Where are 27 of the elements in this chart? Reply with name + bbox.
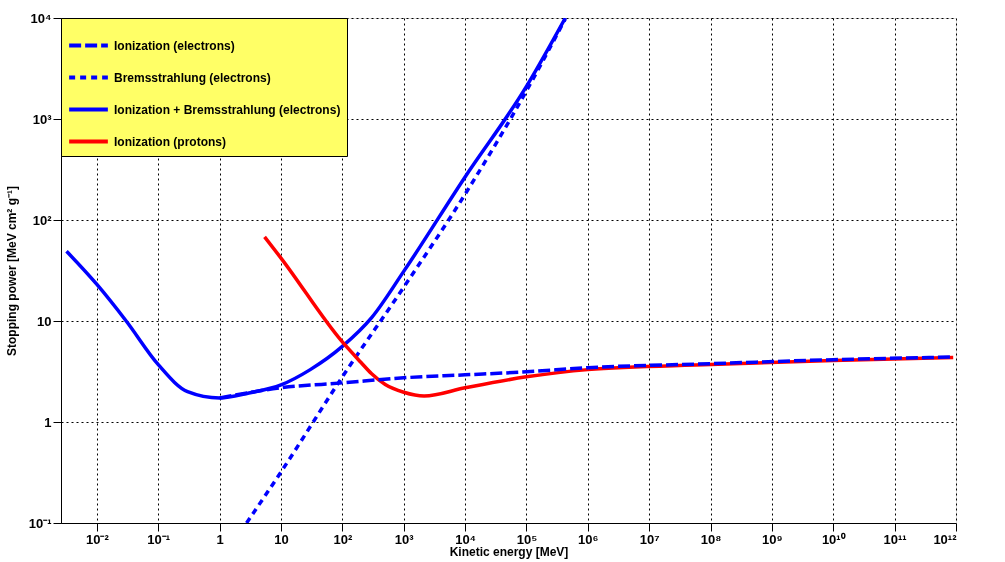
x-tick-label: 10¹⁰ bbox=[821, 531, 846, 547]
y-tick-label: 10⁴ bbox=[30, 10, 52, 26]
x-tick-label: 10⁻¹ bbox=[147, 531, 171, 547]
x-tick-label: 10⁷ bbox=[639, 531, 660, 547]
x-tick-label: 10⁸ bbox=[700, 531, 722, 547]
legend-label: Bremsstrahlung (electrons) bbox=[114, 70, 271, 85]
legend-label: Ionization (electrons) bbox=[114, 38, 235, 53]
x-tick-label: 1 bbox=[216, 531, 224, 547]
y-axis-title: Stopping power [MeV cm² g⁻¹] bbox=[4, 186, 19, 356]
x-tick-label: 10⁴ bbox=[455, 531, 477, 547]
x-tick-label: 10⁹ bbox=[762, 531, 783, 547]
y-tick-label: 10⁻¹ bbox=[28, 515, 52, 531]
y-tick-label: 10 bbox=[37, 313, 52, 329]
x-axis-title: Kinetic energy [MeV] bbox=[449, 544, 569, 559]
x-tick-label: 10² bbox=[333, 531, 353, 547]
y-tick-label: 10³ bbox=[32, 111, 53, 127]
x-tick-label: 10³ bbox=[394, 531, 415, 547]
x-tick-label: 10⁵ bbox=[516, 531, 538, 547]
x-tick-label: 10⁶ bbox=[578, 531, 599, 547]
x-tick-label: 10¹¹ bbox=[883, 531, 907, 547]
y-tick-label: 10² bbox=[32, 212, 53, 228]
x-tick-label: 10 bbox=[274, 531, 289, 547]
x-tick-label: 10⁻² bbox=[86, 531, 110, 547]
x-tick-label: 10¹² bbox=[933, 531, 958, 547]
legend-label: Ionization + Bremsstrahlung (electrons) bbox=[114, 102, 341, 117]
y-tick-label: 1 bbox=[44, 414, 52, 430]
legend-label: Ionization (protons) bbox=[114, 134, 226, 149]
